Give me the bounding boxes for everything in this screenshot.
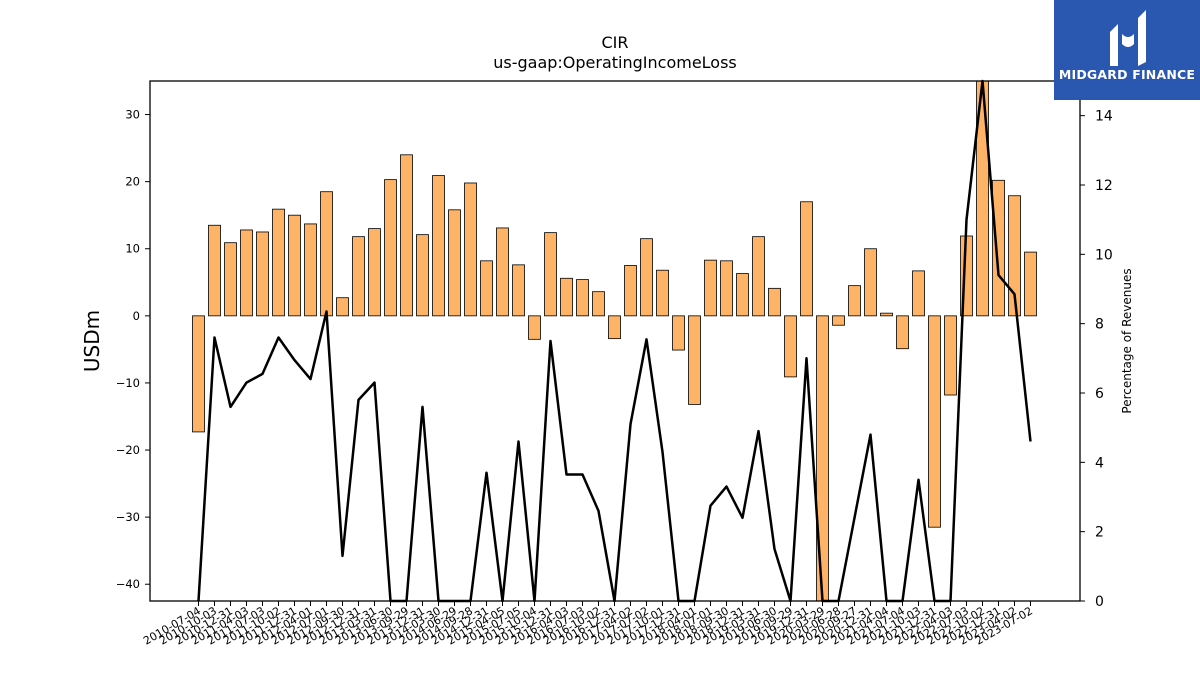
bar-2012-12-31 bbox=[352, 236, 365, 317]
bar-2016-07-03 bbox=[576, 279, 589, 317]
y-tick-label: −10 bbox=[116, 376, 140, 390]
bar-2017-07-02 bbox=[640, 238, 653, 317]
y-axis-label: USDm bbox=[80, 310, 104, 372]
y2-tick-label: 8 bbox=[1095, 317, 1104, 333]
bar-2014-09-28 bbox=[464, 182, 477, 317]
bar-2019-09-29 bbox=[784, 315, 797, 378]
y2-tick-label: 10 bbox=[1095, 247, 1113, 263]
y2-tick-label: 12 bbox=[1095, 178, 1113, 194]
bar-2014-03-30 bbox=[432, 175, 445, 317]
bar-2022-12-31 bbox=[992, 179, 1005, 317]
bar-2018-09-30 bbox=[720, 260, 733, 317]
bar-2016-10-02 bbox=[592, 291, 605, 317]
y-tick-label: 20 bbox=[125, 175, 140, 189]
y-tick-label: 10 bbox=[125, 242, 140, 256]
bar-2014-06-29 bbox=[448, 209, 461, 317]
bar-2019-12-31 bbox=[800, 201, 813, 317]
midgard-logo-icon bbox=[1110, 10, 1146, 66]
bar-2020-03-29 bbox=[816, 315, 829, 602]
bar-2010-10-03 bbox=[208, 224, 221, 317]
midgard-finance-logo: MIDGARD FINANCE bbox=[1054, 0, 1200, 100]
left-axis-ticks: −40 −30 −20 −10 0 10 20 30 bbox=[116, 108, 150, 591]
y2-axis-label: Percentage of Revenues bbox=[1120, 268, 1134, 413]
bar-2018-07-01 bbox=[704, 259, 717, 317]
bar-2013-09-29 bbox=[400, 154, 413, 317]
bar-2012-09-30 bbox=[336, 297, 349, 317]
y2-tick-label: 6 bbox=[1095, 386, 1104, 402]
bar-2021-04-04 bbox=[880, 312, 893, 317]
bar-2012-07-01 bbox=[320, 191, 333, 317]
bar-2015-12-31 bbox=[544, 232, 557, 317]
y-tick-label: 0 bbox=[133, 309, 140, 323]
y-tick-label: −40 bbox=[116, 577, 140, 591]
bar-2015-07-05 bbox=[512, 264, 525, 317]
bar-2016-12-31 bbox=[608, 315, 621, 340]
bar-2021-07-04 bbox=[896, 315, 909, 350]
y2-tick-label: 14 bbox=[1095, 109, 1113, 125]
bar-2015-10-04 bbox=[528, 315, 541, 340]
bar-2023-04-02 bbox=[1008, 195, 1021, 317]
bar-2017-10-01 bbox=[656, 269, 669, 317]
bar-2011-07-03 bbox=[256, 231, 269, 317]
bar-2012-04-01 bbox=[304, 223, 317, 317]
bar-2015-04-05 bbox=[496, 227, 509, 317]
bar-2020-09-27 bbox=[848, 285, 861, 317]
bar-2019-03-31 bbox=[752, 236, 765, 317]
bar-2011-12-31 bbox=[288, 214, 301, 317]
bar-2017-04-02 bbox=[624, 265, 637, 317]
bar-2011-10-02 bbox=[272, 208, 285, 317]
chart-title: CIR bbox=[601, 33, 628, 52]
bar-2013-06-30 bbox=[384, 179, 397, 317]
bar-2019-06-30 bbox=[768, 287, 781, 317]
bar-2011-04-03 bbox=[240, 229, 253, 317]
y2-tick-label: 0 bbox=[1095, 594, 1104, 610]
y-tick-label: −30 bbox=[116, 510, 140, 524]
bar-2022-04-03 bbox=[944, 315, 957, 396]
bar-2023-07-02 bbox=[1024, 251, 1037, 317]
bar-2010-12-31 bbox=[224, 242, 237, 317]
right-axis-ticks: 0 2 4 6 8 10 12 14 bbox=[1080, 109, 1113, 610]
bar-2018-04-01 bbox=[688, 315, 701, 405]
bar-2020-12-31 bbox=[864, 248, 877, 317]
chart-subtitle: us-gaap:OperatingIncomeLoss bbox=[493, 53, 737, 72]
bar-2021-12-31 bbox=[928, 315, 941, 528]
y2-tick-label: 2 bbox=[1095, 525, 1104, 541]
bar-2017-12-31 bbox=[672, 315, 685, 351]
y-tick-label: −20 bbox=[116, 443, 140, 457]
bar-2021-10-03 bbox=[912, 270, 925, 317]
bar-2013-12-31 bbox=[416, 234, 429, 317]
bar-2014-12-31 bbox=[480, 260, 493, 317]
y2-tick-label: 4 bbox=[1095, 455, 1104, 471]
bar-2020-06-28 bbox=[832, 315, 845, 326]
bar-2018-12-31 bbox=[736, 273, 749, 317]
bar-2016-04-03 bbox=[560, 277, 573, 317]
x-axis-ticks: 2010-07-042010-10-032010-12-312011-04-03… bbox=[141, 601, 1035, 648]
bar-2010-07-04 bbox=[192, 315, 205, 433]
bar-2013-03-31 bbox=[368, 228, 381, 317]
bar-series bbox=[192, 80, 1037, 602]
brand-name: MIDGARD FINANCE bbox=[1058, 67, 1196, 82]
y-tick-label: 30 bbox=[125, 108, 140, 122]
